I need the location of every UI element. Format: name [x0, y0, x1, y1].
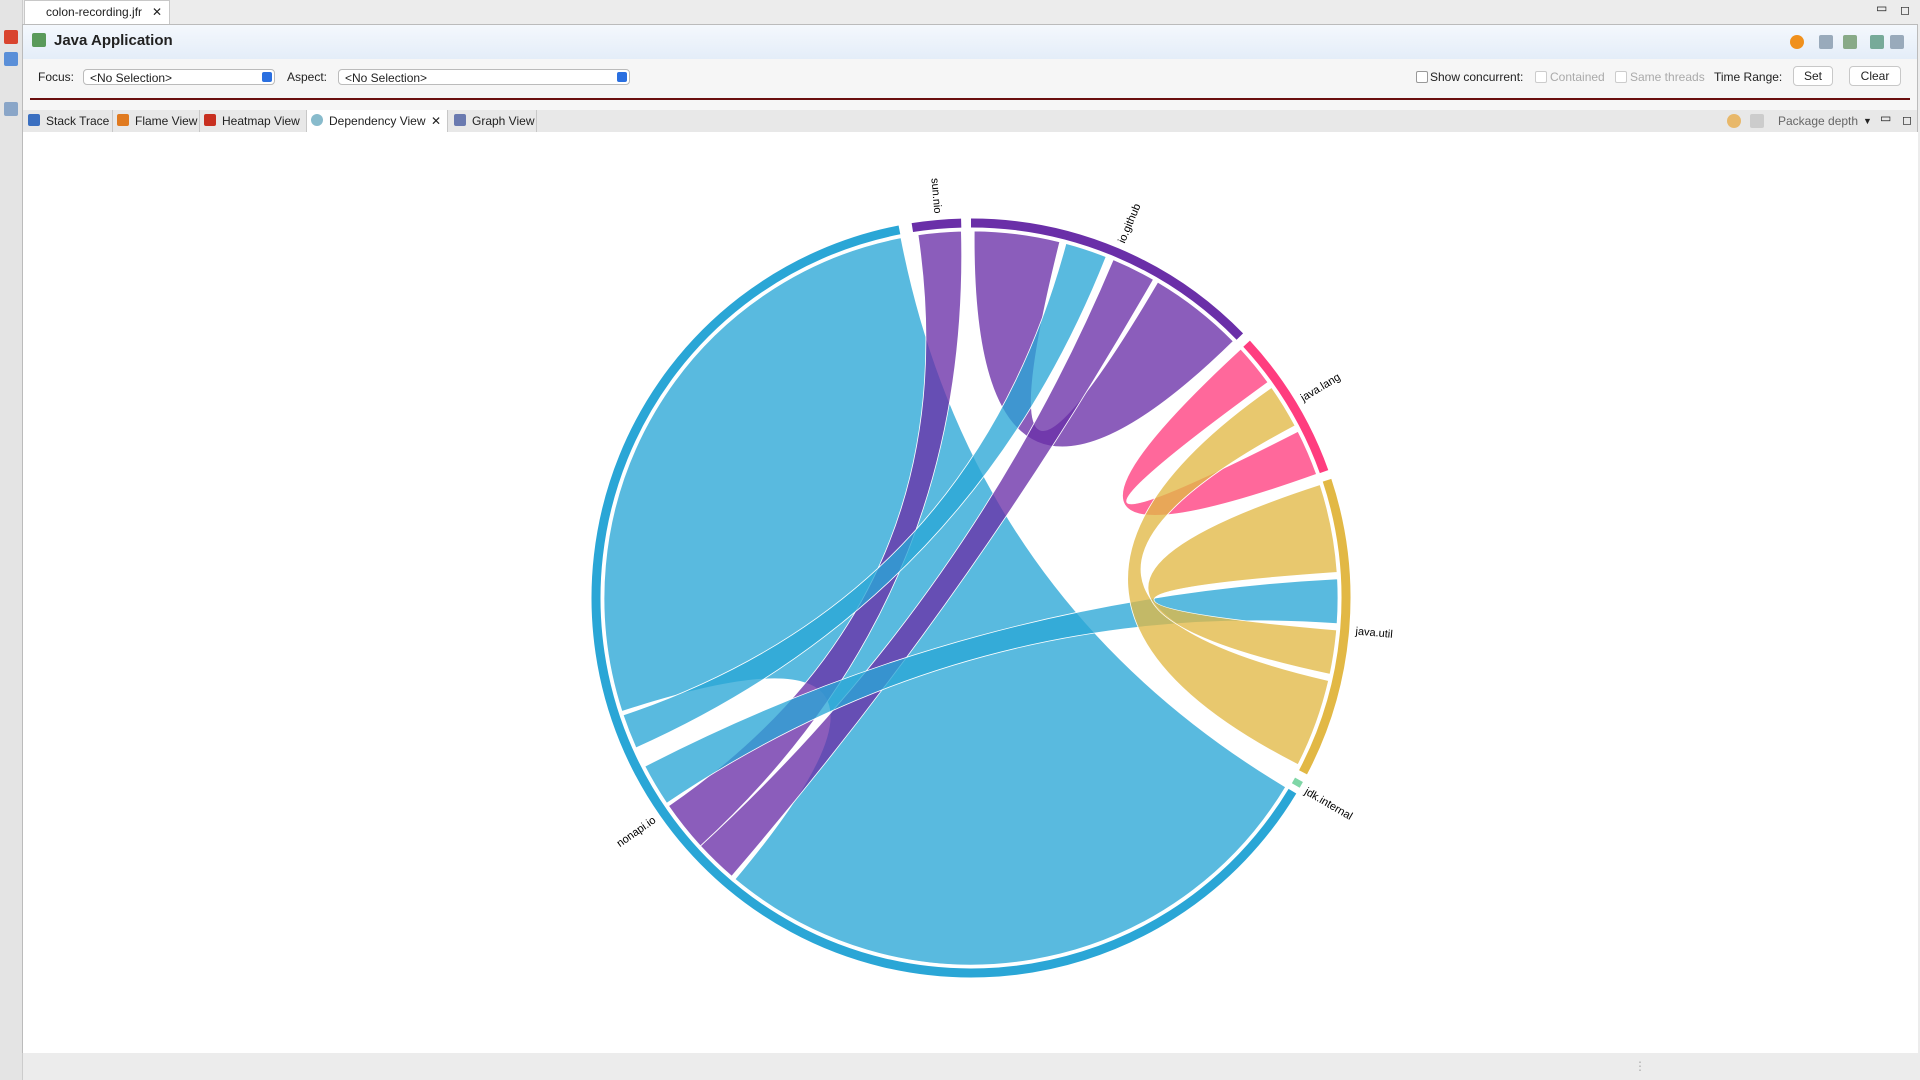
header-title: Java Application — [54, 32, 173, 49]
app-icon — [32, 33, 46, 47]
side-icon[interactable] — [4, 52, 18, 66]
view-tab[interactable]: Stack Trace — [24, 110, 113, 132]
show-concurrent-label: Show concurrent: — [1430, 70, 1524, 84]
group-label: nonapi.io — [615, 814, 658, 849]
aspect-select[interactable]: <No Selection> — [338, 69, 630, 85]
view-icon[interactable] — [1727, 114, 1741, 128]
group-arc — [970, 218, 1244, 340]
contained-label: Contained — [1550, 70, 1605, 84]
view-tab[interactable]: Graph View — [450, 110, 537, 132]
checkbox — [1615, 71, 1627, 83]
ribbon — [699, 259, 1154, 877]
time-range-label: Time Range: — [1714, 70, 1783, 84]
group-label: jdk.internal — [1301, 785, 1354, 822]
focus-value: <No Selection> — [90, 71, 173, 85]
maximize[interactable]: ◻ — [1900, 3, 1910, 17]
dependency-chart: sun.nio io.github java.lang java.util jdk.in… — [23, 132, 1918, 1053]
dropdown-arrow[interactable]: ▼ — [1863, 116, 1872, 126]
group-label: java.util — [1354, 625, 1393, 640]
group-arc — [1291, 777, 1303, 788]
group-arc — [1243, 340, 1329, 474]
ribbon — [622, 243, 1107, 749]
info-icon[interactable] — [1790, 35, 1804, 49]
clear-button[interactable]: Clear — [1849, 66, 1901, 86]
editor-tab[interactable] — [24, 0, 170, 24]
checkbox — [1535, 71, 1547, 83]
package-depth[interactable]: Package depth — [1778, 114, 1859, 128]
timeline-line — [30, 98, 1910, 100]
editor-tab-label: colon-recording.jfr — [46, 5, 143, 19]
ribbon — [1127, 386, 1330, 766]
aspect-value: <No Selection> — [345, 71, 428, 85]
ribbon — [973, 230, 1234, 448]
ribbon — [667, 230, 963, 847]
tool-icon[interactable] — [1819, 35, 1833, 49]
group-label: sun.nio — [928, 178, 943, 214]
close-icon[interactable]: ✕ — [431, 114, 442, 128]
tab-icon — [454, 114, 466, 126]
focus-label: Focus: — [38, 70, 75, 84]
checkbox[interactable] — [1416, 71, 1428, 83]
group-arc — [1299, 478, 1351, 775]
group-arc — [591, 225, 1297, 978]
same-threads-label: Same threads — [1630, 70, 1705, 84]
close-icon[interactable]: ✕ — [152, 5, 163, 19]
tool-icon[interactable] — [1843, 35, 1857, 49]
side-icon[interactable] — [4, 30, 18, 44]
aspect-label: Aspect: — [287, 70, 328, 84]
view-tab-active[interactable]: Dependency View — [307, 110, 448, 132]
view-tab[interactable]: Heatmap View — [200, 110, 307, 132]
header-bar — [23, 25, 1917, 59]
select-arrow — [262, 72, 272, 82]
tool-icon[interactable] — [1870, 35, 1884, 49]
set-button[interactable]: Set — [1793, 66, 1833, 86]
group-label: io.github — [1116, 202, 1143, 245]
tool-icon[interactable] — [1890, 35, 1904, 49]
view-icon[interactable] — [1750, 114, 1764, 128]
group-arc — [911, 218, 962, 233]
select-arrow — [617, 72, 627, 82]
maximize[interactable]: ◻ — [1902, 113, 1912, 127]
group-label: java.lang — [1298, 371, 1343, 404]
status-grip: ⋮ — [1634, 1059, 1646, 1073]
side-icon[interactable] — [4, 102, 18, 116]
ribbon — [1122, 348, 1318, 516]
ribbon — [1147, 484, 1338, 675]
tab-icon — [117, 114, 129, 126]
tab-icon — [204, 114, 216, 126]
left-strip — [0, 0, 23, 1080]
tab-icon — [28, 114, 40, 126]
focus-select[interactable]: <No Selection> — [83, 69, 275, 85]
view-tab[interactable]: Flame View — [113, 110, 200, 132]
tab-icon — [311, 114, 323, 126]
minimize[interactable]: ▭ — [1880, 111, 1892, 125]
minimize[interactable]: ▭ — [1876, 1, 1888, 15]
